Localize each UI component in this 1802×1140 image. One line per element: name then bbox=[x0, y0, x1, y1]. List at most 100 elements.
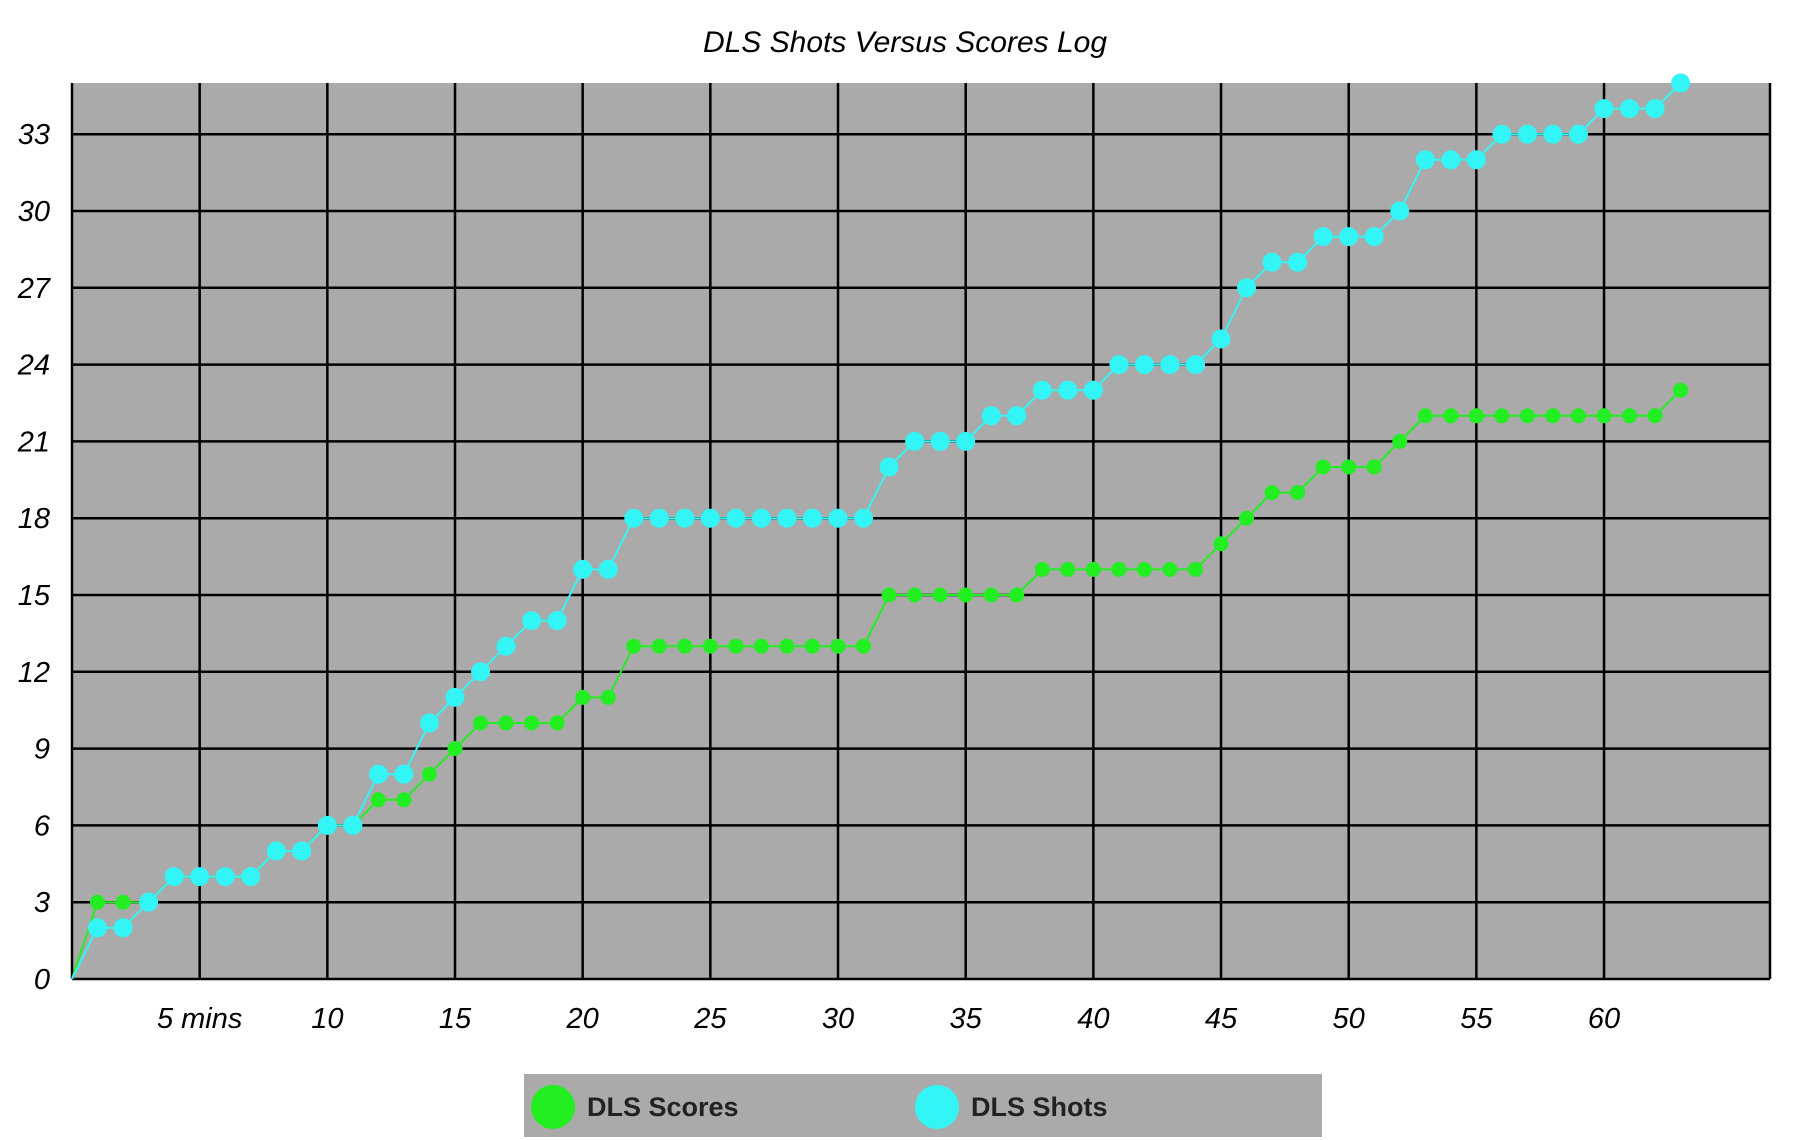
point-dls-scores-53 bbox=[1417, 408, 1433, 424]
point-dls-scores-40 bbox=[1085, 561, 1101, 577]
point-dls-shots-60 bbox=[1594, 99, 1614, 119]
point-dls-shots-49 bbox=[1313, 227, 1333, 247]
point-dls-scores-24 bbox=[677, 638, 693, 654]
line-dls-shots bbox=[71, 82, 1682, 980]
point-dls-shots-2 bbox=[113, 918, 133, 938]
point-dls-scores-19 bbox=[549, 715, 565, 731]
point-dls-scores-63 bbox=[1673, 382, 1689, 398]
point-dls-shots-3 bbox=[139, 892, 159, 912]
y-tick-label-15: 15 bbox=[18, 580, 51, 612]
point-dls-shots-36 bbox=[981, 406, 1001, 426]
point-dls-scores-50 bbox=[1341, 459, 1357, 475]
point-dls-shots-12 bbox=[368, 764, 388, 784]
series-dls-shots bbox=[71, 73, 1691, 980]
point-dls-scores-43 bbox=[1162, 561, 1178, 577]
point-dls-scores-23 bbox=[651, 638, 667, 654]
point-dls-shots-16 bbox=[471, 662, 491, 682]
point-dls-scores-25 bbox=[702, 638, 718, 654]
point-dls-shots-5 bbox=[190, 867, 210, 887]
legend-label-dls-scores: DLS Scores bbox=[587, 1092, 739, 1122]
y-tick-label-24: 24 bbox=[17, 350, 50, 382]
point-dls-shots-56 bbox=[1492, 124, 1512, 144]
point-dls-shots-13 bbox=[394, 764, 414, 784]
point-dls-shots-34 bbox=[930, 431, 950, 451]
point-dls-shots-7 bbox=[241, 867, 261, 887]
point-dls-scores-60 bbox=[1596, 408, 1612, 424]
point-dls-shots-31 bbox=[854, 508, 874, 528]
legend: DLS Scores DLS Shots bbox=[524, 1074, 1322, 1137]
point-dls-scores-56 bbox=[1494, 408, 1510, 424]
series bbox=[71, 73, 1691, 980]
point-dls-scores-36 bbox=[983, 587, 999, 603]
x-tick-label-55: 55 bbox=[1460, 1003, 1493, 1035]
point-dls-shots-32 bbox=[879, 457, 899, 477]
point-dls-shots-30 bbox=[828, 508, 848, 528]
y-tick-label-33: 33 bbox=[18, 119, 50, 151]
point-dls-scores-61 bbox=[1622, 408, 1638, 424]
point-dls-shots-10 bbox=[317, 815, 337, 835]
x-tick-label-40: 40 bbox=[1077, 1003, 1109, 1035]
point-dls-shots-43 bbox=[1160, 355, 1180, 375]
point-dls-shots-18 bbox=[522, 611, 542, 631]
point-dls-shots-14 bbox=[419, 713, 439, 733]
point-dls-shots-54 bbox=[1441, 150, 1461, 170]
point-dls-shots-27 bbox=[751, 508, 771, 528]
point-dls-shots-1 bbox=[88, 918, 108, 938]
point-dls-shots-37 bbox=[1007, 406, 1027, 426]
point-dls-scores-48 bbox=[1290, 485, 1306, 501]
point-dls-scores-54 bbox=[1443, 408, 1459, 424]
point-dls-scores-2 bbox=[115, 894, 131, 910]
point-dls-scores-13 bbox=[396, 792, 412, 808]
point-dls-scores-17 bbox=[498, 715, 514, 731]
point-dls-shots-25 bbox=[700, 508, 720, 528]
point-dls-shots-44 bbox=[1185, 355, 1205, 375]
x-tick-label-45: 45 bbox=[1205, 1003, 1238, 1035]
point-dls-scores-30 bbox=[830, 638, 846, 654]
tick-labels: 0 3 6 9 12 15 18 21 24 27 30 33 5 mins 10 15 20 25 30 35 40… bbox=[17, 119, 1620, 1035]
point-dls-shots-22 bbox=[624, 508, 644, 528]
point-dls-scores-62 bbox=[1647, 408, 1663, 424]
point-dls-shots-50 bbox=[1339, 227, 1359, 247]
point-dls-shots-57 bbox=[1517, 124, 1537, 144]
x-tick-label-50: 50 bbox=[1333, 1003, 1365, 1035]
point-dls-scores-42 bbox=[1136, 561, 1152, 577]
point-dls-shots-39 bbox=[1058, 380, 1078, 400]
point-dls-shots-9 bbox=[292, 841, 312, 861]
point-dls-scores-14 bbox=[421, 766, 437, 782]
point-dls-shots-41 bbox=[1109, 355, 1129, 375]
point-dls-shots-4 bbox=[164, 867, 184, 887]
point-dls-shots-19 bbox=[547, 611, 567, 631]
y-tick-label-0: 0 bbox=[34, 964, 50, 996]
point-dls-shots-42 bbox=[1134, 355, 1154, 375]
legend-marker-dls-scores bbox=[531, 1085, 575, 1129]
point-dls-scores-26 bbox=[728, 638, 744, 654]
point-dls-scores-52 bbox=[1392, 433, 1408, 449]
x-tick-label-60: 60 bbox=[1588, 1003, 1620, 1035]
point-dls-shots-53 bbox=[1415, 150, 1435, 170]
y-tick-label-9: 9 bbox=[34, 734, 50, 766]
point-dls-scores-58 bbox=[1545, 408, 1561, 424]
point-dls-shots-62 bbox=[1645, 99, 1665, 119]
point-dls-scores-28 bbox=[779, 638, 795, 654]
y-tick-label-3: 3 bbox=[34, 887, 50, 919]
point-dls-shots-59 bbox=[1568, 124, 1588, 144]
point-dls-scores-34 bbox=[932, 587, 948, 603]
y-tick-label-12: 12 bbox=[18, 657, 50, 689]
point-dls-shots-26 bbox=[726, 508, 746, 528]
point-dls-scores-49 bbox=[1315, 459, 1331, 475]
point-dls-scores-45 bbox=[1213, 536, 1229, 552]
point-dls-shots-63 bbox=[1671, 73, 1691, 93]
point-dls-shots-15 bbox=[445, 687, 465, 707]
point-dls-scores-39 bbox=[1060, 561, 1076, 577]
point-dls-shots-28 bbox=[777, 508, 797, 528]
point-dls-shots-20 bbox=[573, 559, 593, 579]
point-dls-shots-51 bbox=[1364, 227, 1384, 247]
point-dls-shots-47 bbox=[1262, 252, 1282, 272]
point-dls-shots-23 bbox=[649, 508, 669, 528]
point-dls-shots-61 bbox=[1620, 99, 1640, 119]
point-dls-shots-33 bbox=[905, 431, 925, 451]
chart-title: DLS Shots Versus Scores Log bbox=[703, 26, 1107, 59]
point-dls-shots-55 bbox=[1466, 150, 1486, 170]
point-dls-scores-15 bbox=[447, 741, 463, 757]
